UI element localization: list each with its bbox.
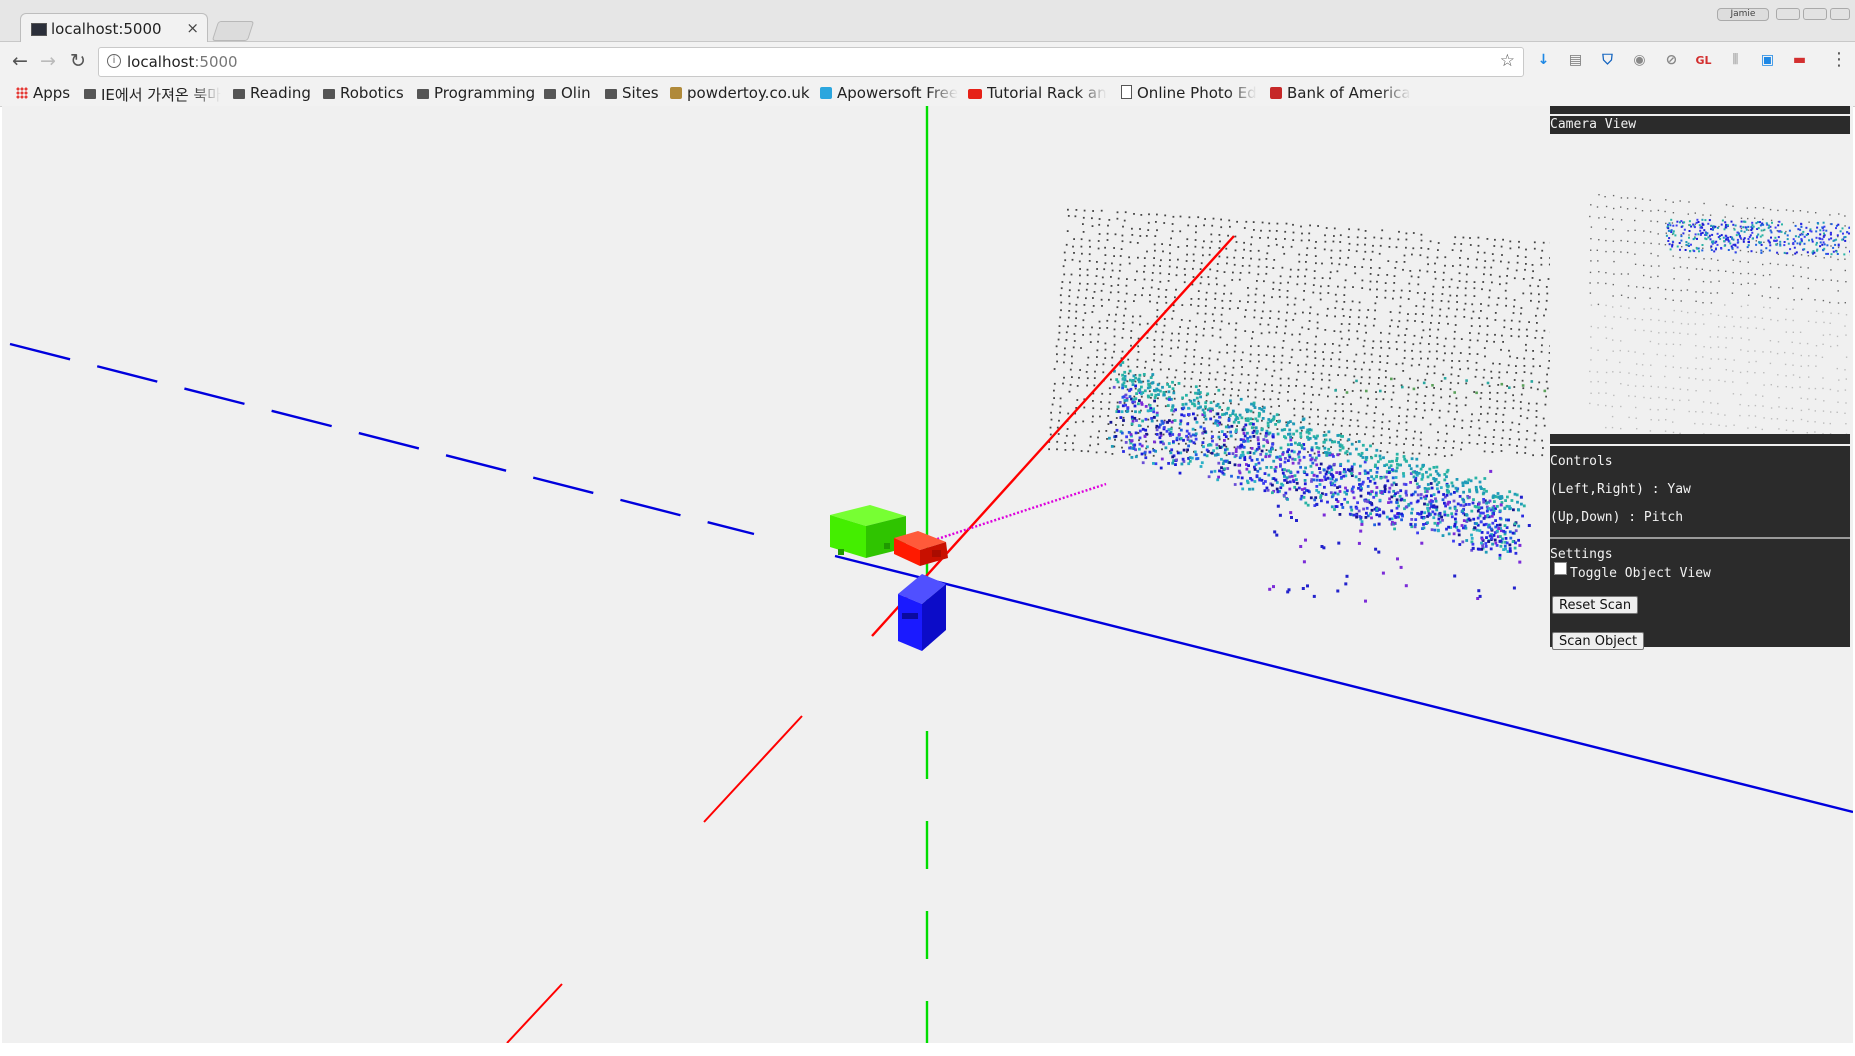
bookmark-item[interactable]: Reading [233, 84, 311, 102]
laser-beam [921, 482, 1107, 546]
bookmark-item[interactable]: Apowersoft Free [820, 84, 958, 102]
z-axis-negative [9, 342, 755, 536]
bookmark-label: Sites [622, 84, 659, 102]
bookmark-label: Apps [33, 84, 71, 102]
address-bar[interactable]: i localhost:5000 ☆ [98, 47, 1524, 77]
reader-extension-icon[interactable]: ▤ [1568, 52, 1583, 68]
apowersoft-icon [820, 87, 832, 99]
window-extension-icon[interactable]: ▣ [1760, 52, 1775, 68]
apps-grid-icon [16, 87, 28, 99]
point-cloud-scan [1108, 361, 1602, 603]
camera-panel-bottom-bar [1550, 434, 1850, 444]
browser-titlebar: localhost:5000 × Jamie [0, 0, 1855, 43]
menu-kebab-icon[interactable]: ⋮ [1830, 49, 1848, 70]
bookmark-label: Tutorial Rack anc [987, 84, 1107, 102]
z-axis-positive [834, 554, 1853, 814]
reload-icon[interactable]: ↻ [70, 50, 86, 72]
bookmark-item[interactable]: Apps [16, 84, 70, 102]
bookmark-item[interactable]: Bank of America [1270, 84, 1411, 102]
folder-icon [544, 89, 556, 99]
controls-pitch-hint: (Up,Down) : Pitch [1550, 510, 1684, 525]
bookmark-item[interactable]: Sites [605, 84, 659, 102]
minimize-button[interactable] [1776, 8, 1800, 20]
scan-object-button[interactable]: Scan Object [1552, 632, 1645, 650]
page-icon [1121, 85, 1132, 99]
shield-extension-icon[interactable]: ⛉ [1602, 52, 1613, 68]
red-servo-model [894, 531, 948, 566]
folder-icon [84, 89, 96, 99]
reset-scan-button[interactable]: Reset Scan [1552, 596, 1639, 614]
panel-divider [1550, 537, 1850, 539]
gl-extension-icon[interactable]: GL [1695, 54, 1712, 67]
info-icon[interactable]: i [107, 54, 121, 68]
settings-title: Settings [1550, 547, 1613, 562]
terminal-favicon-icon [31, 23, 47, 36]
window-close-button[interactable] [1830, 8, 1850, 20]
toggle-object-view-label: Toggle Object View [1570, 566, 1711, 581]
bookmark-label: Olin [561, 84, 591, 102]
x-axis-negative-segment [506, 983, 563, 1043]
camera-view-canvas[interactable] [1550, 134, 1850, 434]
bookmark-item[interactable]: Programming [417, 84, 535, 102]
camera-view-panel: Camera View [1550, 106, 1850, 444]
new-tab-button[interactable] [211, 21, 255, 41]
camera-view-title: Camera View [1550, 117, 1637, 132]
bookmarks-bar: Apps IE에서 가져온 북마 Reading Robotics Programmin… [0, 82, 1855, 107]
camera-feed-pointcloud [1589, 194, 1850, 434]
folder-icon [417, 89, 429, 99]
bookmark-label: IE에서 가져온 북마 [101, 86, 222, 104]
three-d-viewport[interactable]: Camera View Controls (Left,Right) : Yaw … [2, 106, 1853, 1043]
folder-icon [605, 89, 617, 99]
browser-tab[interactable]: localhost:5000 × [20, 13, 208, 43]
tab-title: localhost:5000 [51, 20, 162, 38]
forward-arrow-icon[interactable]: → [40, 50, 56, 72]
back-arrow-icon[interactable]: ← [12, 50, 28, 72]
camera-panel-header: Camera View [1550, 116, 1850, 134]
red-extension-icon[interactable]: ▬ [1792, 52, 1807, 68]
folder-icon [233, 89, 245, 99]
blue-servo-model [898, 574, 946, 651]
x-axis-positive [871, 235, 1235, 637]
x-axis-negative-segment [703, 715, 803, 823]
bookmark-label: Apowersoft Free [837, 84, 959, 102]
pause-extension-icon[interactable]: ⫴ [1732, 52, 1739, 68]
toggle-object-view-checkbox[interactable] [1554, 562, 1567, 575]
bank-of-america-icon [1270, 87, 1282, 99]
bookmark-label: Online Photo Edi [1137, 84, 1257, 102]
bookmark-label: powdertoy.co.uk [687, 84, 810, 102]
youtube-icon [968, 89, 982, 99]
block-extension-icon[interactable]: ⊘ [1665, 52, 1678, 68]
controls-panel: Controls (Left,Right) : Yaw (Up,Down) : … [1550, 446, 1850, 650]
powdertoy-icon [670, 87, 682, 99]
controls-yaw-hint: (Left,Right) : Yaw [1550, 482, 1691, 497]
bookmark-star-icon[interactable]: ☆ [1499, 51, 1515, 71]
download-extension-icon[interactable]: ↓ [1537, 52, 1550, 68]
bookmark-item[interactable]: Robotics [323, 84, 404, 102]
bookmark-item[interactable]: IE에서 가져온 북마 [84, 84, 221, 105]
bookmark-item[interactable]: powdertoy.co.uk [670, 84, 810, 102]
scene-canvas[interactable] [2, 106, 1853, 1043]
incognito-extension-icon[interactable]: ◉ [1633, 52, 1646, 68]
bookmark-item[interactable]: Olin [544, 84, 591, 102]
bookmark-label: Robotics [340, 84, 404, 102]
camera-panel-topbar [1550, 106, 1850, 114]
url-text: localhost:5000 [127, 53, 238, 71]
maximize-button[interactable] [1803, 8, 1827, 20]
tab-close-icon[interactable]: × [186, 19, 199, 37]
bookmark-label: Programming [434, 84, 536, 102]
browser-toolbar: ← → ↻ i localhost:5000 ☆ ↓ ▤ ⛉ ◉ ⊘ GL ⫴ ▣ ▬ ⋮ [0, 42, 1855, 82]
bookmark-item[interactable]: Tutorial Rack anc [968, 84, 1107, 102]
controls-title: Controls [1550, 454, 1613, 469]
profile-button[interactable]: Jamie [1717, 8, 1769, 21]
bookmark-label: Bank of America [1287, 84, 1411, 102]
folder-icon [323, 89, 335, 99]
bookmark-item[interactable]: Online Photo Edi [1121, 84, 1257, 102]
bookmark-label: Reading [250, 84, 311, 102]
